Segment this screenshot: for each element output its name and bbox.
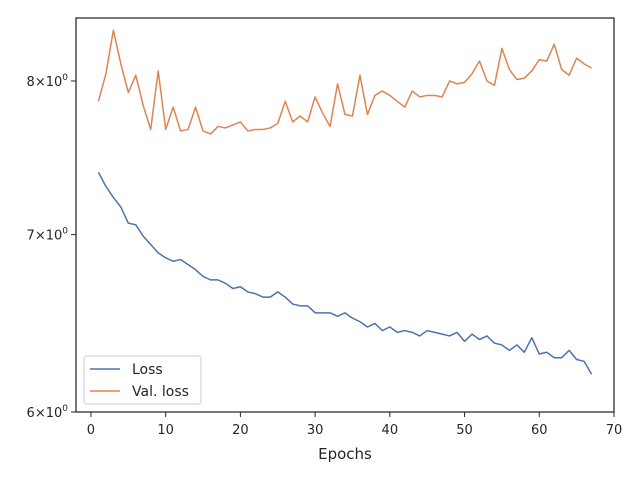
x-tick-label: 60 [531,423,548,438]
legend: Loss Val. loss [83,355,202,405]
series-line-loss [97,171,593,375]
x-tick-label: 0 [87,423,95,438]
legend-box [83,355,202,405]
x-tick-label: 30 [307,423,324,438]
legend-label: Loss [132,362,163,378]
y-tick-label: 7×100 [27,227,69,244]
series-line-val-loss [97,29,592,135]
x-tick-label: 20 [232,423,249,438]
y-tick-label: 6×100 [27,404,69,421]
y-axis: 6×100 7×100 8×100 [27,73,76,421]
legend-label: Val. loss [132,384,189,400]
x-axis: 0 10 20 30 40 50 60 70 [87,412,622,438]
y-tick-label: 8×100 [27,73,69,90]
x-tick-label: 10 [157,423,174,438]
axes-frame [75,17,615,413]
x-tick-label: 40 [382,423,399,438]
x-tick-label: 70 [606,423,623,438]
x-tick-label: 50 [456,423,473,438]
series-lines [97,29,593,375]
x-axis-label: Epochs [318,445,372,463]
plot-area [75,17,615,413]
